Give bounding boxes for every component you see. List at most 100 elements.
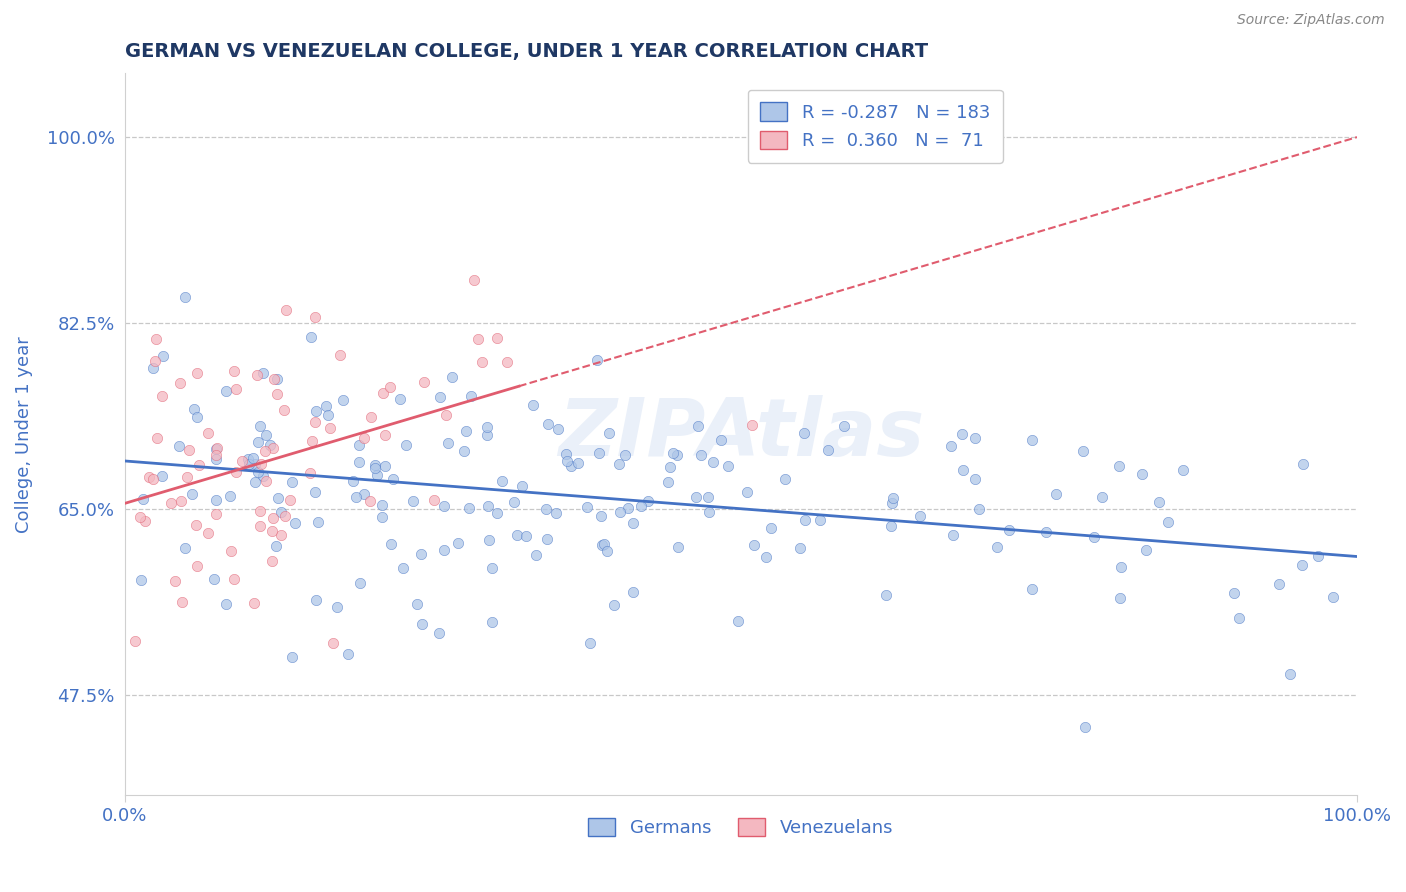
Point <box>143 354 166 368</box>
Point <box>298 466 321 480</box>
Point <box>579 636 602 650</box>
Point <box>560 459 582 474</box>
Point <box>1268 577 1291 591</box>
Point <box>304 484 326 499</box>
Point <box>249 503 271 517</box>
Point <box>1021 433 1043 447</box>
Point <box>589 509 612 524</box>
Point <box>950 426 973 441</box>
Point <box>299 330 322 344</box>
Point <box>371 386 394 401</box>
Point <box>696 490 718 504</box>
Point <box>252 468 274 483</box>
Point <box>245 475 267 490</box>
Point <box>592 537 614 551</box>
Point <box>755 549 778 564</box>
Point <box>370 498 392 512</box>
Point <box>1083 530 1105 544</box>
Text: ZIPAtlas: ZIPAtlas <box>558 395 924 474</box>
Point <box>301 434 323 448</box>
Point <box>388 392 411 406</box>
Point <box>266 387 288 401</box>
Point <box>380 537 402 551</box>
Point <box>280 650 302 665</box>
Point <box>658 460 681 475</box>
Point <box>875 589 897 603</box>
Point <box>305 592 328 607</box>
Point <box>186 559 208 574</box>
Point <box>882 491 904 505</box>
Point <box>1322 591 1344 605</box>
Point <box>204 572 226 586</box>
Point <box>817 442 839 457</box>
Point <box>177 443 200 458</box>
Point <box>381 472 404 486</box>
Point <box>364 461 387 475</box>
Point <box>544 507 567 521</box>
Point <box>453 443 475 458</box>
Point <box>128 510 150 524</box>
Point <box>413 375 436 389</box>
Point <box>174 289 197 303</box>
Point <box>534 501 557 516</box>
Point <box>1291 457 1313 471</box>
Point <box>908 509 931 524</box>
Point <box>353 487 375 501</box>
Point <box>630 499 652 513</box>
Point <box>485 331 508 345</box>
Point <box>727 614 749 628</box>
Point <box>406 597 429 611</box>
Point <box>152 349 174 363</box>
Text: Source: ZipAtlas.com: Source: ZipAtlas.com <box>1237 13 1385 28</box>
Point <box>882 496 904 510</box>
Point <box>986 541 1008 555</box>
Point <box>231 454 253 468</box>
Point <box>374 427 396 442</box>
Point <box>150 468 173 483</box>
Point <box>307 515 329 529</box>
Point <box>264 539 287 553</box>
Point <box>598 426 620 441</box>
Point <box>741 417 763 432</box>
Point <box>434 409 457 423</box>
Point <box>789 541 811 555</box>
Point <box>304 415 326 429</box>
Point <box>478 533 501 548</box>
Point <box>506 528 529 542</box>
Point <box>205 507 228 521</box>
Point <box>666 540 689 554</box>
Point <box>1109 560 1132 574</box>
Point <box>942 528 965 542</box>
Point <box>360 409 382 424</box>
Point <box>475 419 498 434</box>
Point <box>278 492 301 507</box>
Point <box>326 599 349 614</box>
Point <box>547 422 569 436</box>
Point <box>270 528 292 542</box>
Point <box>225 382 247 396</box>
Point <box>621 516 644 531</box>
Point <box>576 500 599 514</box>
Point <box>197 526 219 541</box>
Legend: Germans, Venezuelans: Germans, Venezuelans <box>581 810 901 844</box>
Point <box>142 361 165 376</box>
Point <box>349 576 371 591</box>
Point <box>463 272 485 286</box>
Point <box>880 518 903 533</box>
Point <box>1091 490 1114 504</box>
Point <box>603 598 626 612</box>
Point <box>222 364 245 378</box>
Point <box>138 469 160 483</box>
Point <box>134 514 156 528</box>
Point <box>1135 542 1157 557</box>
Point <box>427 626 450 640</box>
Point <box>1173 463 1195 477</box>
Point <box>433 500 456 514</box>
Point <box>174 541 197 555</box>
Point <box>637 493 659 508</box>
Point <box>205 452 228 467</box>
Point <box>522 398 544 412</box>
Point <box>422 492 444 507</box>
Point <box>685 490 707 504</box>
Point <box>512 479 534 493</box>
